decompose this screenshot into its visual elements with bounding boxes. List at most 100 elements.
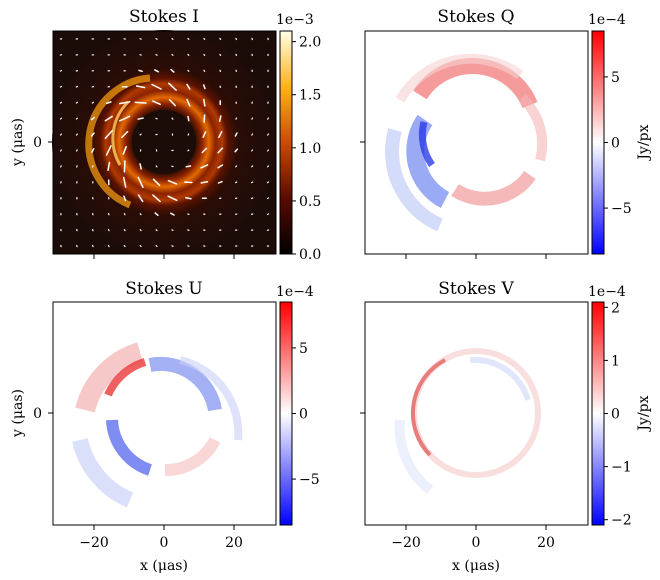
colorbar-tick-label: 0.0 <box>299 247 321 263</box>
polarization-tick <box>105 145 112 156</box>
y-axis: 0 y (μas) <box>10 389 53 438</box>
colorbar-tick-label: 5 <box>611 70 620 86</box>
negative-outer <box>394 419 434 494</box>
colorbar-label: Jy/px <box>636 395 652 432</box>
polarization-tick <box>187 53 190 56</box>
polarization-tick <box>167 179 178 185</box>
polarization-tick <box>218 130 223 139</box>
y-axis: 0 y (μas) <box>10 118 53 167</box>
polarization-tick <box>155 245 158 248</box>
polarization-tick <box>234 148 239 153</box>
polarization-tick <box>152 100 161 106</box>
colorbar-scale-label: 1e−4 <box>588 284 626 300</box>
x-tick-label: 20 <box>225 535 243 551</box>
colorbar-tick-label: 0 <box>611 136 620 152</box>
y-axis-label: y (μas) <box>10 118 26 167</box>
polarization-tick <box>134 101 147 104</box>
colorbar-tick-label: 1 <box>611 353 620 369</box>
polarization-tick <box>185 197 192 200</box>
x-tick-label: 20 <box>537 535 555 551</box>
polarization-tick <box>91 101 94 104</box>
positive-halo <box>395 53 523 103</box>
polarization-tick <box>123 213 126 216</box>
polarization-tick <box>104 115 113 122</box>
polarization-tick <box>137 117 144 120</box>
polarization-tick <box>139 229 142 232</box>
negative-wing <box>72 438 134 508</box>
polarization-tick <box>187 69 190 72</box>
polarization-tick <box>219 37 222 41</box>
polarization-tick <box>203 37 206 41</box>
polarization-tick <box>59 133 62 136</box>
colorbar-tick-label: 2.0 <box>299 35 321 51</box>
polarization-tick <box>75 101 79 104</box>
colorbar-tick-label: 1.5 <box>299 88 321 104</box>
colorbar-gradient <box>279 301 293 526</box>
positive-lobe-left <box>75 342 144 413</box>
colorbar-scale-label: 1e−3 <box>276 12 314 28</box>
colorbar: 1e−3 0.0 0.5 1.0 1.5 2.0 <box>276 12 321 263</box>
polarization-tick <box>217 164 224 169</box>
colorbar: 1e−4 2 1 0 −1 −2 Jy/px <box>588 284 652 529</box>
polarization-tick <box>203 53 206 57</box>
polarization-tick <box>235 181 238 184</box>
polarization-tick <box>267 149 270 152</box>
polarization-tick <box>217 147 224 154</box>
negative-lobe-core <box>418 121 435 168</box>
x-axis: −20 0 20 x (μas) <box>79 525 243 574</box>
polarization-tick <box>168 98 177 107</box>
polarization-tick <box>139 163 142 170</box>
polarization-tick <box>59 101 63 104</box>
colorbar-ticks: 2 1 0 −1 −2 <box>604 300 632 529</box>
polarization-tick <box>139 133 142 136</box>
polarization-tick <box>251 149 254 152</box>
polarization-tick <box>187 37 190 41</box>
colorbar-scale-label: 1e−4 <box>588 12 626 28</box>
y-tick-label: 0 <box>33 135 42 151</box>
panel-stokes-i: Stokes I 0 y (μas) 1e−3 0.0 0.5 1.0 1.5 2.0 <box>10 7 321 263</box>
positive-crescent <box>411 358 446 457</box>
negative-lobe-lowerleft <box>106 419 153 476</box>
x-axis-label: x (μas) <box>452 558 500 574</box>
polarization-tick <box>123 228 126 232</box>
polarization-tick <box>155 165 158 168</box>
polarization-tick <box>139 244 142 248</box>
polarization-tick <box>135 85 146 89</box>
polarization-tick <box>202 84 206 90</box>
colorbar-ticks: 5 0 −5 <box>292 341 320 488</box>
polarization-tick <box>203 69 206 72</box>
negative-outer-arc <box>179 356 243 441</box>
polarization-tick <box>107 244 110 248</box>
polarization-tick <box>201 147 208 154</box>
polarization-tick <box>155 53 158 56</box>
y-tick-label: 0 <box>33 406 42 422</box>
negative-wisp <box>469 356 531 401</box>
polarization-tick <box>171 37 174 40</box>
polarization-tick <box>59 117 63 120</box>
x-axis-ticks <box>405 254 547 259</box>
shadow <box>132 110 196 174</box>
polarization-tick <box>154 69 159 73</box>
panel-title: Stokes I <box>129 7 199 27</box>
polarization-tick <box>202 131 207 138</box>
polarization-tick <box>76 149 78 152</box>
polarization-tick <box>234 132 238 137</box>
polarization-tick <box>171 117 174 120</box>
colorbar: 1e−4 5 0 −5 Jy/px <box>588 12 652 255</box>
colorbar-tick-label: 0 <box>611 407 620 423</box>
negative-wing <box>385 128 443 232</box>
polarization-tick <box>267 133 269 136</box>
panel-title: Stokes Q <box>437 7 514 27</box>
polarization-tick <box>138 69 143 73</box>
colorbar-gradient <box>279 30 293 255</box>
polarization-tick <box>137 176 144 189</box>
polarization-tick <box>186 98 191 107</box>
panel-stokes-q: Stokes Q 1e−4 5 0 −5 Jy/px <box>360 7 652 259</box>
image-background <box>53 302 276 525</box>
polarization-tick <box>152 194 161 203</box>
polarization-tick <box>91 148 95 153</box>
panel-title: Stokes U <box>125 279 203 299</box>
polarization-tick <box>151 83 162 90</box>
colorbar-tick-label: −5 <box>299 472 320 488</box>
